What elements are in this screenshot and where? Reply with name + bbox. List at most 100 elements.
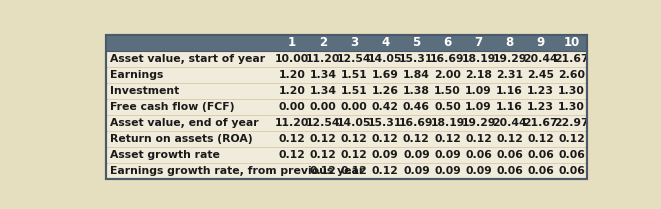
Text: 2: 2 xyxy=(319,36,327,49)
Text: 1.34: 1.34 xyxy=(310,70,336,80)
Text: 1.23: 1.23 xyxy=(527,86,554,96)
Text: 16.69: 16.69 xyxy=(399,118,434,128)
Text: 0.09: 0.09 xyxy=(372,150,399,160)
Text: 4: 4 xyxy=(381,36,389,49)
Text: 22.97: 22.97 xyxy=(555,118,589,128)
Text: 2.00: 2.00 xyxy=(434,70,461,80)
Text: 14.05: 14.05 xyxy=(337,118,371,128)
Text: 1.51: 1.51 xyxy=(341,70,368,80)
Text: 15.31: 15.31 xyxy=(368,118,403,128)
Text: 15.31: 15.31 xyxy=(399,54,434,64)
Text: 0.00: 0.00 xyxy=(279,102,305,112)
Text: 1.09: 1.09 xyxy=(465,102,492,112)
Text: 0.12: 0.12 xyxy=(341,134,368,144)
Text: Earnings: Earnings xyxy=(110,70,163,80)
Text: 0.06: 0.06 xyxy=(559,150,585,160)
Text: 1.84: 1.84 xyxy=(403,70,430,80)
Text: Return on assets (ROA): Return on assets (ROA) xyxy=(110,134,253,144)
Text: 1.20: 1.20 xyxy=(279,86,305,96)
Text: 0.06: 0.06 xyxy=(527,150,554,160)
Text: 1.51: 1.51 xyxy=(341,86,368,96)
Text: 0.06: 0.06 xyxy=(496,150,523,160)
Text: 0.09: 0.09 xyxy=(403,150,430,160)
Text: 18.19: 18.19 xyxy=(430,118,465,128)
Text: 1.23: 1.23 xyxy=(527,102,554,112)
Text: 1.38: 1.38 xyxy=(403,86,430,96)
Text: 5: 5 xyxy=(412,36,420,49)
Text: 0.12: 0.12 xyxy=(341,166,368,176)
Text: 19.29: 19.29 xyxy=(461,118,496,128)
Text: Asset growth rate: Asset growth rate xyxy=(110,150,219,160)
Text: 2.18: 2.18 xyxy=(465,70,492,80)
Text: 1.20: 1.20 xyxy=(279,70,305,80)
Text: 6: 6 xyxy=(444,36,451,49)
Text: 0.12: 0.12 xyxy=(434,134,461,144)
Bar xyxy=(106,35,587,179)
Text: 0.06: 0.06 xyxy=(527,166,554,176)
Text: 18.19: 18.19 xyxy=(461,54,496,64)
Text: 20.44: 20.44 xyxy=(492,118,527,128)
Text: 1: 1 xyxy=(288,36,296,49)
Text: Asset value, end of year: Asset value, end of year xyxy=(110,118,258,128)
Text: 0.09: 0.09 xyxy=(434,150,461,160)
Text: 0.09: 0.09 xyxy=(434,166,461,176)
Text: 1.30: 1.30 xyxy=(559,86,585,96)
Text: 1.69: 1.69 xyxy=(372,70,399,80)
Text: 2.60: 2.60 xyxy=(558,70,585,80)
Text: 21.67: 21.67 xyxy=(524,118,558,128)
Text: 11.20: 11.20 xyxy=(275,118,309,128)
Text: 0.06: 0.06 xyxy=(559,166,585,176)
Text: 0.12: 0.12 xyxy=(341,150,368,160)
Text: 0.12: 0.12 xyxy=(310,166,336,176)
Text: 0.12: 0.12 xyxy=(527,134,554,144)
Text: 0.00: 0.00 xyxy=(310,102,336,112)
Text: Earnings growth rate, from previous year: Earnings growth rate, from previous year xyxy=(110,166,364,176)
Text: 1.26: 1.26 xyxy=(372,86,399,96)
Text: Asset value, start of year: Asset value, start of year xyxy=(110,54,265,64)
Text: 0.12: 0.12 xyxy=(372,166,399,176)
Text: 3: 3 xyxy=(350,36,358,49)
Text: 8: 8 xyxy=(506,36,514,49)
Text: 0.12: 0.12 xyxy=(279,150,305,160)
Text: 7: 7 xyxy=(475,36,483,49)
Bar xyxy=(106,35,587,179)
Text: 10.00: 10.00 xyxy=(275,54,309,64)
Text: 0.12: 0.12 xyxy=(559,134,585,144)
Bar xyxy=(106,35,587,51)
Text: 0.00: 0.00 xyxy=(341,102,368,112)
Text: 0.09: 0.09 xyxy=(465,166,492,176)
Text: 0.09: 0.09 xyxy=(403,166,430,176)
Text: 0.12: 0.12 xyxy=(465,134,492,144)
Text: 0.12: 0.12 xyxy=(403,134,430,144)
Text: 1.30: 1.30 xyxy=(559,102,585,112)
Text: 0.42: 0.42 xyxy=(372,102,399,112)
Text: 14.05: 14.05 xyxy=(368,54,403,64)
Text: 11.20: 11.20 xyxy=(306,54,340,64)
Text: 12.54: 12.54 xyxy=(337,54,371,64)
Text: 0.46: 0.46 xyxy=(403,102,430,112)
Text: 9: 9 xyxy=(537,36,545,49)
Text: 0.12: 0.12 xyxy=(279,134,305,144)
Text: 1.09: 1.09 xyxy=(465,86,492,96)
Text: 2.31: 2.31 xyxy=(496,70,523,80)
Text: 0.12: 0.12 xyxy=(310,134,336,144)
Text: 0.12: 0.12 xyxy=(496,134,523,144)
Text: 1.50: 1.50 xyxy=(434,86,461,96)
Text: 0.06: 0.06 xyxy=(465,150,492,160)
Text: 21.67: 21.67 xyxy=(555,54,589,64)
Text: 0.12: 0.12 xyxy=(310,150,336,160)
Text: 0.50: 0.50 xyxy=(434,102,461,112)
Text: Investment: Investment xyxy=(110,86,179,96)
Text: 1.34: 1.34 xyxy=(310,86,336,96)
Text: 1.16: 1.16 xyxy=(496,86,523,96)
Text: Free cash flow (FCF): Free cash flow (FCF) xyxy=(110,102,234,112)
Text: 20.44: 20.44 xyxy=(524,54,558,64)
Text: 0.06: 0.06 xyxy=(496,166,523,176)
Text: 2.45: 2.45 xyxy=(527,70,554,80)
Text: 16.69: 16.69 xyxy=(430,54,465,64)
Text: 12.54: 12.54 xyxy=(306,118,340,128)
Text: 0.12: 0.12 xyxy=(372,134,399,144)
Text: 19.29: 19.29 xyxy=(492,54,527,64)
Text: 1.16: 1.16 xyxy=(496,102,523,112)
Text: 10: 10 xyxy=(564,36,580,49)
